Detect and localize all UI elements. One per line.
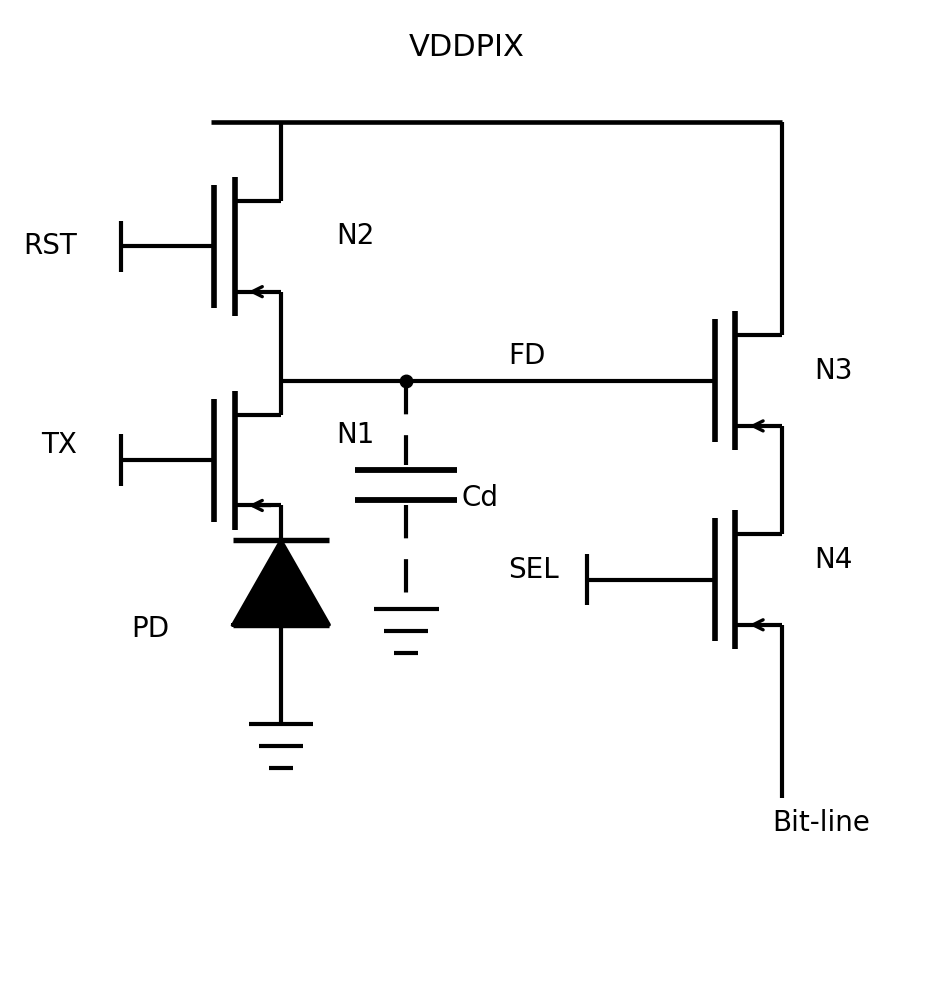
Text: TX: TX (41, 431, 77, 459)
Text: PD: PD (132, 615, 170, 643)
Text: FD: FD (508, 342, 546, 370)
Text: Bit-line: Bit-line (773, 809, 870, 837)
Text: RST: RST (23, 232, 77, 260)
Text: SEL: SEL (508, 556, 559, 584)
Text: N1: N1 (337, 421, 375, 449)
Text: VDDPIX: VDDPIX (409, 33, 524, 62)
Text: N3: N3 (815, 357, 853, 385)
Text: N4: N4 (815, 546, 853, 574)
Text: N2: N2 (337, 222, 375, 250)
Polygon shape (233, 540, 329, 625)
Text: Cd: Cd (462, 484, 499, 512)
